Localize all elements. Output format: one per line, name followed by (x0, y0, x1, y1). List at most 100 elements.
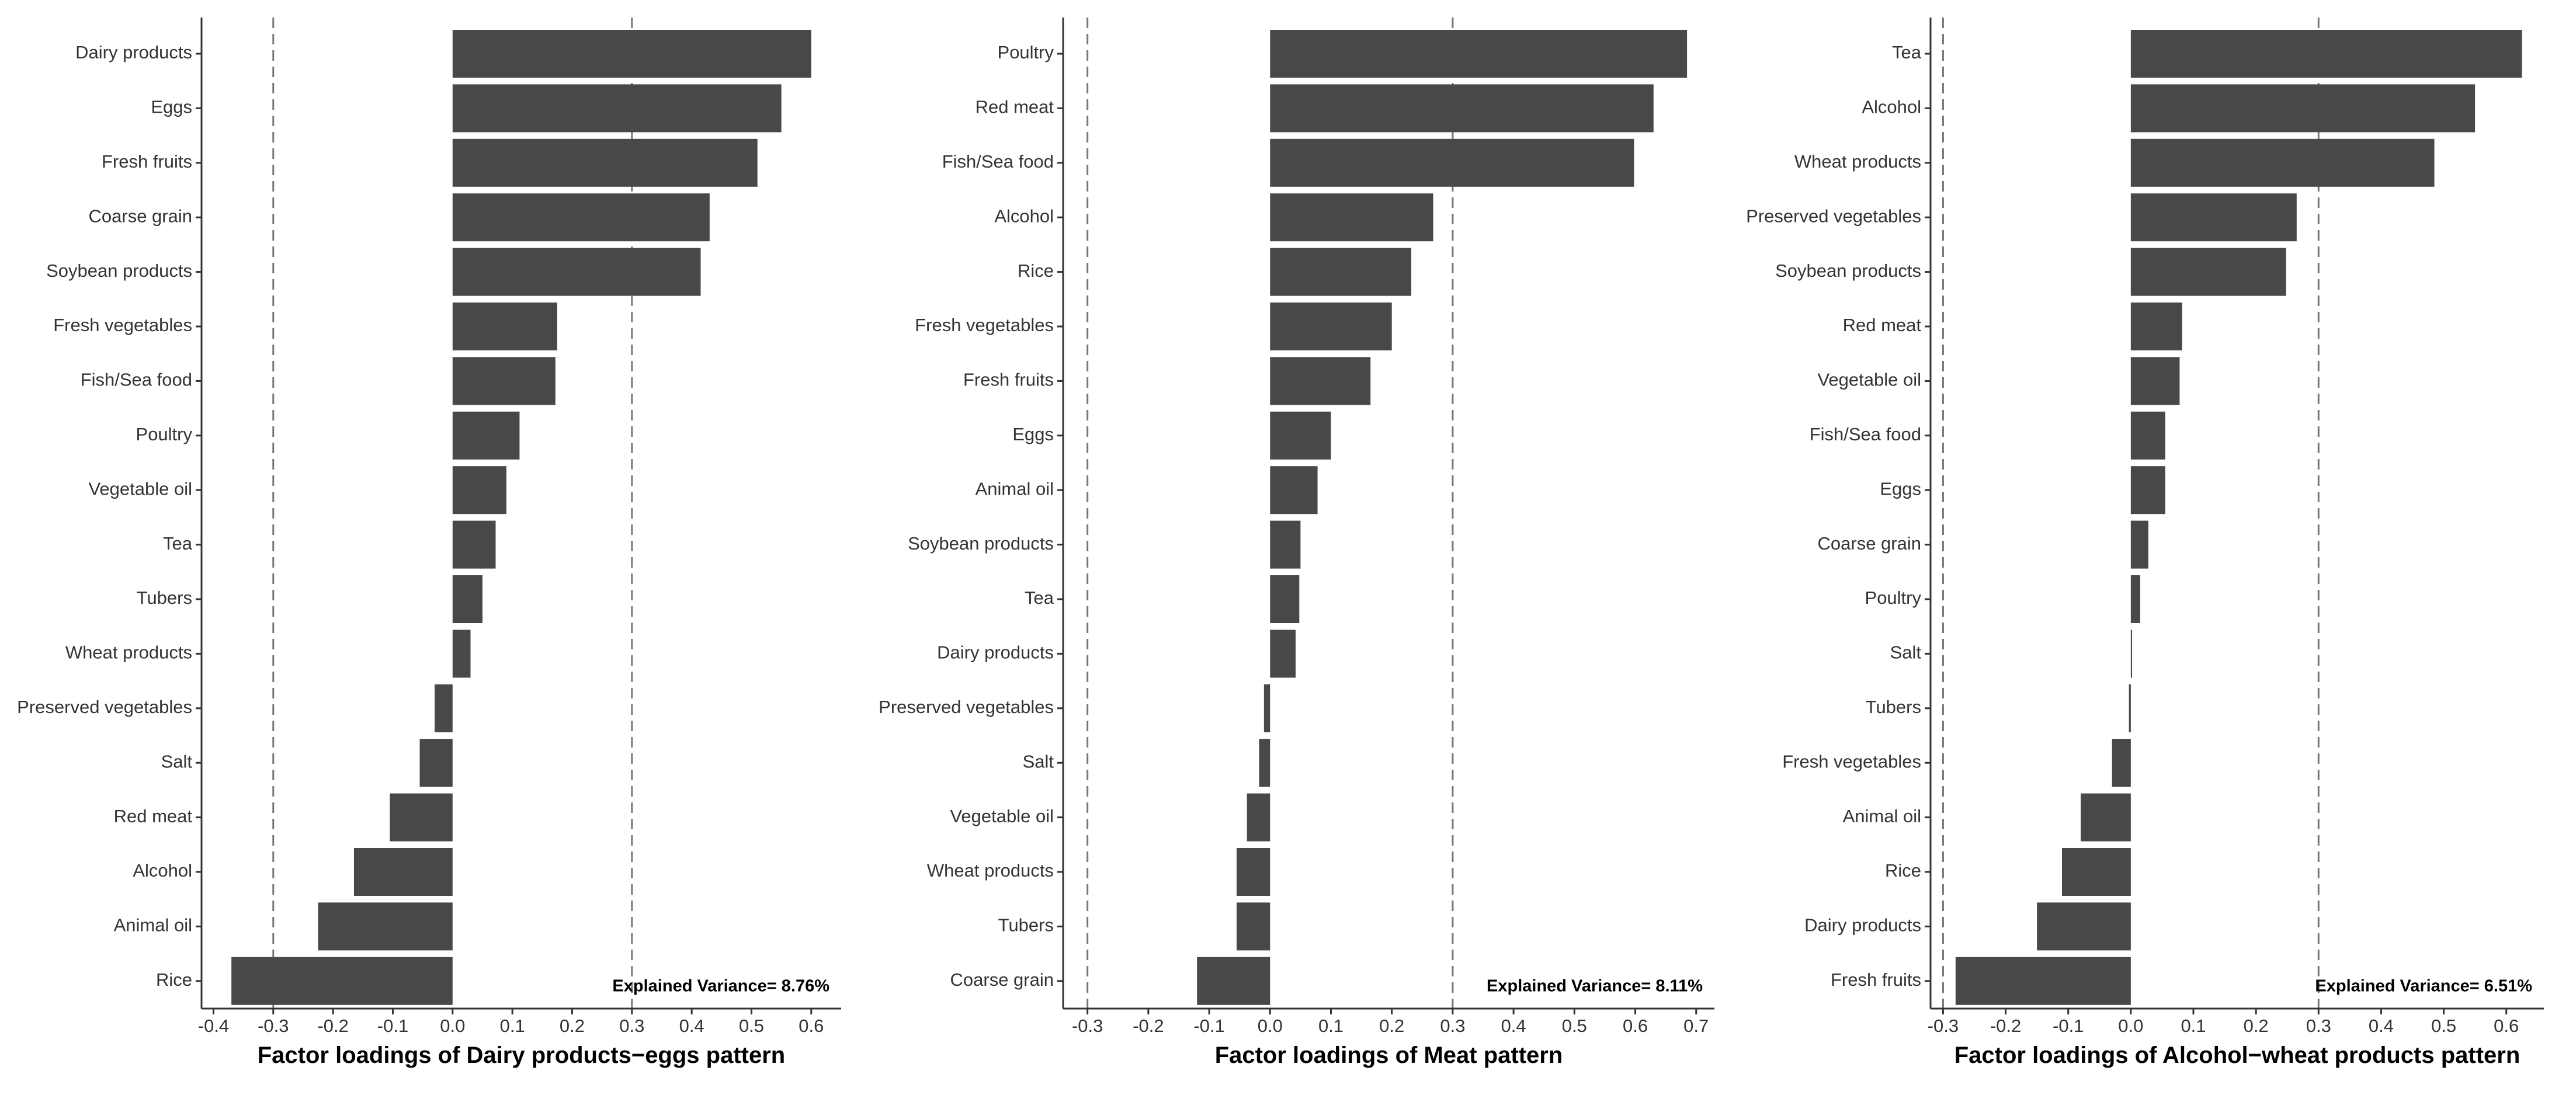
panel-2-category-label-4: Alcohol (994, 206, 1054, 226)
panel-3-bar-17 (2037, 902, 2131, 951)
panel-1-x-tick-label-11: 0.6 (799, 1016, 824, 1036)
panel-2-category-label-11: Tea (1025, 588, 1054, 608)
panel-2-bar-6 (1270, 303, 1392, 350)
panel-2-category-label-3: Fish/Sea food (942, 151, 1054, 172)
panel-3-bar-2 (2130, 84, 2476, 133)
panel-2-bar-15 (1247, 793, 1270, 842)
panel-1-bar-3 (452, 138, 758, 187)
panel-2-x-tick-label-9: 0.5 (1562, 1016, 1587, 1036)
panel-3-category-label-11: Poultry (1865, 588, 1922, 608)
panel-1-bar-7 (452, 357, 556, 405)
panel-1-category-label-9: Vegetable oil (88, 478, 192, 499)
panel-1-category-label-3: Fresh fruits (102, 151, 192, 172)
panel-3-category-label-1: Tea (1892, 42, 1922, 62)
panel-2-bar-11 (1270, 575, 1300, 623)
panel-3-category-label-3: Wheat products (1794, 151, 1921, 172)
panel-2-x-axis-title: Factor loadings of Meat pattern (1215, 1042, 1563, 1068)
panel-1-x-tick-label-3: -0.2 (317, 1016, 348, 1036)
panel-1-x-tick-label-2: -0.3 (258, 1016, 289, 1036)
panel-3-x-tick-label-1: -0.3 (1928, 1016, 1959, 1036)
panel-2-category-label-18: Coarse grain (950, 969, 1054, 990)
panel-1-x-tick-label-1: -0.4 (198, 1016, 229, 1036)
panel-2-x-tick-label-2: -0.2 (1133, 1016, 1164, 1036)
panel-2-bar-16 (1236, 848, 1270, 896)
panel-2-x-tick-label-5: 0.1 (1318, 1016, 1343, 1036)
panel-2-bar-5 (1270, 248, 1412, 296)
panel-1-bar-9 (452, 466, 506, 515)
panel-3-bar-16 (2062, 848, 2131, 896)
panel-1-explained-variance-label: Explained Variance= 8.76% (612, 976, 829, 995)
panel-1-category-label-12: Wheat products (65, 642, 192, 663)
panel-2-category-label-6: Fresh vegetables (915, 315, 1054, 335)
panel-2-explained-variance-label: Explained Variance= 8.11% (1487, 976, 1703, 995)
panel-3-bar-13 (2129, 684, 2131, 732)
panel-3-category-label-4: Preserved vegetables (1746, 206, 1921, 226)
panel-1-category-label-1: Dairy products (75, 42, 192, 62)
panel-1-category-label-8: Poultry (136, 424, 193, 444)
panel-1-category-label-13: Preserved vegetables (17, 697, 192, 717)
panel-1-bar-14 (419, 739, 453, 787)
panel-1-x-tick-label-9: 0.4 (679, 1016, 704, 1036)
panel-1-x-tick-label-10: 0.5 (739, 1016, 764, 1036)
panel-2-bar-13 (1263, 684, 1270, 732)
panel-1-category-label-7: Fish/Sea food (81, 370, 192, 390)
panel-3-x-tick-label-4: 0.0 (2118, 1016, 2143, 1036)
panel-3-x-tick-label-3: -0.1 (2053, 1016, 2084, 1036)
panel-1-x-tick-label-7: 0.2 (560, 1016, 585, 1036)
panel-3-bar-1 (2130, 30, 2522, 78)
panel-3-category-label-6: Red meat (1843, 315, 1922, 335)
panel-2-bar-12 (1270, 630, 1296, 678)
panel-3-x-tick-label-5: 0.1 (2181, 1016, 2206, 1036)
panel-2-x-tick-label-10: 0.6 (1623, 1016, 1648, 1036)
panel-1-category-label-18: Rice (156, 969, 192, 990)
panel-2-category-label-7: Fresh fruits (963, 370, 1054, 390)
panel-3-bar-11 (2130, 575, 2140, 623)
panel-2-x-tick-label-1: -0.3 (1072, 1016, 1103, 1036)
panel-2-category-label-1: Poultry (998, 42, 1054, 62)
panel-3-category-label-16: Rice (1885, 860, 1921, 881)
panel-3-category-label-15: Animal oil (1843, 806, 1921, 826)
panel-3-bar-8 (2130, 411, 2165, 460)
panel-2-bar-3 (1270, 138, 1634, 187)
panel-2-x-tick-label-4: 0.0 (1258, 1016, 1283, 1036)
panel-1-category-label-11: Tubers (137, 588, 192, 608)
panel-2-bar-7 (1270, 357, 1371, 405)
panel-3-category-label-17: Dairy products (1804, 915, 1921, 936)
panel-1-bar-1 (452, 30, 811, 78)
panel-1-x-tick-label-6: 0.1 (500, 1016, 525, 1036)
panel-1-bar-10 (452, 520, 496, 569)
panel-3-x-tick-label-8: 0.4 (2369, 1016, 2394, 1036)
panel-3-x-tick-label-6: 0.2 (2244, 1016, 2269, 1036)
panel-3-bar-3 (2130, 138, 2435, 187)
panel-1-x-tick-label-8: 0.3 (619, 1016, 644, 1036)
panel-1-bar-18 (231, 957, 453, 1005)
panel-2-x-tick-label-3: -0.1 (1193, 1016, 1224, 1036)
panel-2-category-label-12: Dairy products (937, 642, 1054, 663)
panel-2-bar-18 (1197, 957, 1270, 1005)
panel-1-bar-12 (452, 630, 471, 678)
panel-3-category-label-9: Eggs (1880, 478, 1921, 499)
panel-3-category-label-12: Salt (1890, 642, 1922, 663)
panel-3-category-label-5: Soybean products (1775, 260, 1921, 281)
panel-2-x-tick-label-11: 0.7 (1683, 1016, 1709, 1036)
panel-3-category-label-14: Fresh vegetables (1782, 751, 1921, 771)
panel-2-category-label-5: Rice (1018, 260, 1054, 281)
panel-1-category-label-10: Tea (163, 533, 193, 554)
panel-3-bar-9 (2130, 466, 2165, 515)
panel-1-category-label-2: Eggs (151, 97, 192, 117)
panel-2-category-label-15: Vegetable oil (950, 806, 1054, 826)
panel-2-bar-14 (1259, 739, 1270, 787)
panel-1-bar-16 (353, 848, 453, 896)
panel-1-category-label-5: Soybean products (46, 260, 192, 281)
panel-2-category-label-8: Eggs (1012, 424, 1054, 444)
panel-1-category-label-15: Red meat (114, 806, 193, 826)
panel-3-x-tick-label-2: -0.2 (1990, 1016, 2021, 1036)
panel-3-bar-6 (2130, 303, 2182, 350)
panel-1-category-label-16: Alcohol (133, 860, 192, 881)
panel-2-category-label-16: Wheat products (927, 860, 1054, 881)
panel-1-bar-5 (452, 248, 701, 296)
panel-3-category-label-13: Tubers (1866, 697, 1921, 717)
panel-3-bar-10 (2130, 520, 2148, 569)
